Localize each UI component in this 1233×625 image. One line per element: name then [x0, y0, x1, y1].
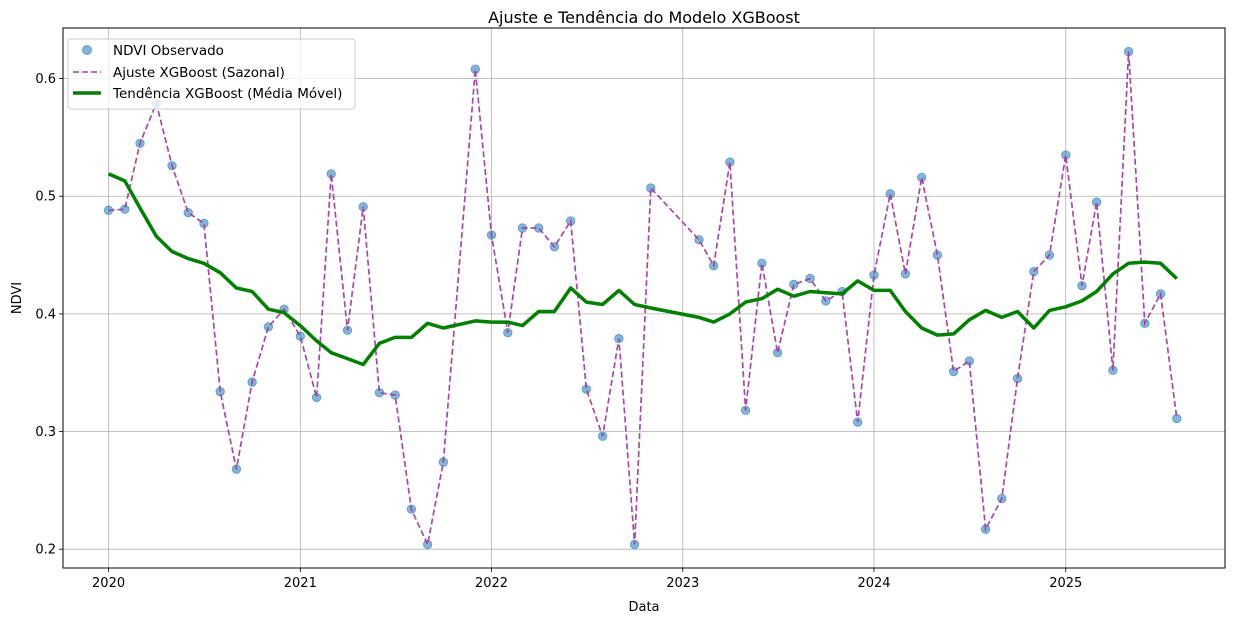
grid	[63, 28, 1225, 568]
seasonal-fit-line	[108, 51, 1178, 548]
x-tick-label: 2020	[92, 576, 125, 591]
legend: NDVI Observado Ajuste XGBoost (Sazonal) …	[67, 38, 356, 110]
y-tick-label: 0.6	[35, 72, 56, 87]
legend-label-trend: Tendência XGBoost (Média Móvel)	[112, 86, 342, 102]
x-tick-label: 2024	[857, 576, 890, 591]
plot-series	[103, 46, 1182, 550]
legend-label-seasonal: Ajuste XGBoost (Sazonal)	[113, 65, 285, 81]
y-tick-label: 0.2	[35, 543, 56, 558]
legend-marker-observed	[82, 45, 92, 55]
chart-title: Ajuste e Tendência do Modelo XGBoost	[488, 8, 800, 27]
y-tick-label: 0.3	[35, 425, 56, 440]
x-tick-label: 2025	[1049, 576, 1082, 591]
y-tick-label: 0.5	[35, 190, 56, 205]
plot-frame	[62, 27, 1226, 569]
x-axis-title: Data	[628, 600, 659, 615]
x-axis: 2020 2021 2022 2023 2024 2025	[92, 568, 1082, 591]
trend-line	[107, 172, 1179, 367]
observed-point	[789, 279, 799, 290]
legend-label-observed: NDVI Observado	[113, 43, 224, 59]
y-tick-label: 0.4	[35, 307, 56, 322]
y-axis: 0.2 0.3 0.4 0.5 0.6	[35, 72, 63, 558]
y-axis-title: NDVI	[10, 282, 25, 314]
legend-box	[67, 38, 356, 110]
x-tick-label: 2022	[475, 576, 508, 591]
x-tick-label: 2023	[666, 576, 699, 591]
x-tick-label: 2021	[284, 576, 317, 591]
